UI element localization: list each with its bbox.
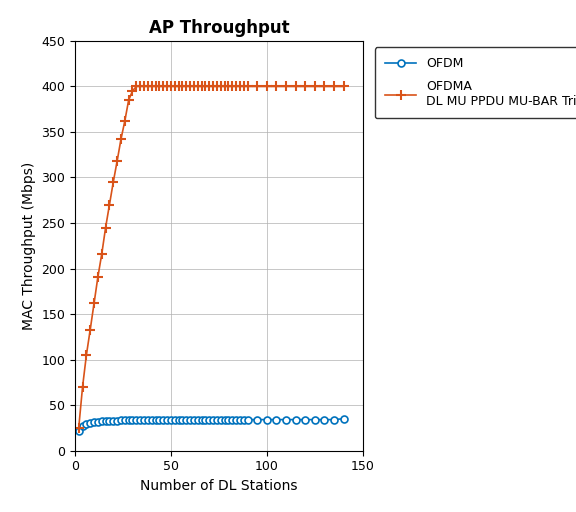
OFDMA
DL MU PPDU MU-BAR Trigger: [125, 97, 132, 103]
Line: OFDM: OFDM: [75, 415, 347, 434]
OFDM: [340, 416, 347, 422]
OFDM: [75, 428, 82, 434]
OFDMA
DL MU PPDU MU-BAR Trigger: [156, 83, 163, 90]
OFDM: [113, 417, 120, 423]
Line: OFDMA
DL MU PPDU MU-BAR Trigger: OFDMA DL MU PPDU MU-BAR Trigger: [74, 81, 348, 433]
OFDM: [152, 417, 159, 423]
OFDM: [125, 417, 132, 423]
OFDMA
DL MU PPDU MU-BAR Trigger: [340, 83, 347, 90]
OFDMA
DL MU PPDU MU-BAR Trigger: [98, 251, 105, 257]
OFDM: [98, 418, 105, 424]
OFDMA
DL MU PPDU MU-BAR Trigger: [292, 83, 299, 90]
OFDMA
DL MU PPDU MU-BAR Trigger: [113, 158, 120, 164]
Title: AP Throughput: AP Throughput: [149, 18, 289, 37]
Y-axis label: MAC Throughput (Mbps): MAC Throughput (Mbps): [22, 162, 36, 330]
X-axis label: Number of DL Stations: Number of DL Stations: [140, 479, 298, 493]
OFDMA
DL MU PPDU MU-BAR Trigger: [75, 425, 82, 431]
OFDMA
DL MU PPDU MU-BAR Trigger: [133, 83, 140, 90]
Legend: OFDM, OFDMA
DL MU PPDU MU-BAR Trigger: OFDM, OFDMA DL MU PPDU MU-BAR Trigger: [375, 47, 576, 118]
OFDMA
DL MU PPDU MU-BAR Trigger: [331, 83, 338, 90]
OFDM: [283, 417, 290, 423]
OFDM: [331, 417, 338, 423]
